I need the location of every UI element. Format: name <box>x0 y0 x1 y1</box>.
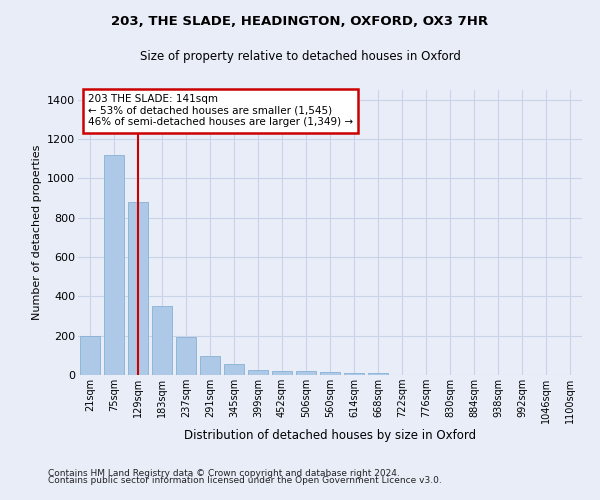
Bar <box>224 364 244 375</box>
Bar <box>320 372 340 375</box>
Bar <box>200 356 220 375</box>
Bar <box>296 372 316 375</box>
Bar <box>344 372 364 375</box>
Bar <box>152 306 172 375</box>
Text: Contains public sector information licensed under the Open Government Licence v3: Contains public sector information licen… <box>48 476 442 485</box>
Text: 203 THE SLADE: 141sqm
← 53% of detached houses are smaller (1,545)
46% of semi-d: 203 THE SLADE: 141sqm ← 53% of detached … <box>88 94 353 128</box>
Y-axis label: Number of detached properties: Number of detached properties <box>32 145 41 320</box>
Bar <box>368 372 388 375</box>
Bar <box>176 336 196 375</box>
Text: Contains HM Land Registry data © Crown copyright and database right 2024.: Contains HM Land Registry data © Crown c… <box>48 468 400 477</box>
Bar <box>248 370 268 375</box>
Bar <box>80 336 100 375</box>
Bar <box>128 202 148 375</box>
X-axis label: Distribution of detached houses by size in Oxford: Distribution of detached houses by size … <box>184 428 476 442</box>
Bar <box>272 371 292 375</box>
Text: 203, THE SLADE, HEADINGTON, OXFORD, OX3 7HR: 203, THE SLADE, HEADINGTON, OXFORD, OX3 … <box>112 15 488 28</box>
Text: Size of property relative to detached houses in Oxford: Size of property relative to detached ho… <box>140 50 460 63</box>
Bar <box>104 155 124 375</box>
